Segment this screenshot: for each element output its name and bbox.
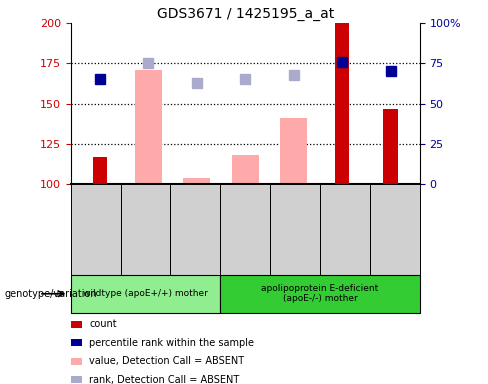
Text: GSM142369: GSM142369	[143, 195, 153, 254]
Text: GSM142380: GSM142380	[386, 195, 396, 254]
Text: GSM142370: GSM142370	[192, 195, 202, 254]
Text: value, Detection Call = ABSENT: value, Detection Call = ABSENT	[89, 356, 244, 366]
Text: percentile rank within the sample: percentile rank within the sample	[89, 338, 254, 348]
Text: GSM142367: GSM142367	[95, 195, 105, 254]
Bar	[183, 178, 210, 184]
Text: GSM142376: GSM142376	[337, 195, 347, 254]
Text: count: count	[89, 319, 117, 329]
Text: wildtype (apoE+/+) mother: wildtype (apoE+/+) mother	[83, 289, 208, 298]
Title: GDS3671 / 1425195_a_at: GDS3671 / 1425195_a_at	[157, 7, 334, 21]
Text: genotype/variation: genotype/variation	[5, 289, 98, 299]
Text: GSM142372: GSM142372	[240, 195, 250, 254]
Text: apolipoprotein E-deficient
(apoE-/-) mother: apolipoprotein E-deficient (apoE-/-) mot…	[262, 284, 379, 303]
Bar	[232, 155, 259, 184]
Bar	[135, 70, 162, 184]
Bar	[384, 109, 398, 184]
Text: rank, Detection Call = ABSENT: rank, Detection Call = ABSENT	[89, 375, 240, 384]
Bar	[280, 118, 307, 184]
Bar	[335, 23, 349, 184]
Bar	[93, 157, 107, 184]
Text: GSM142374: GSM142374	[289, 195, 299, 254]
